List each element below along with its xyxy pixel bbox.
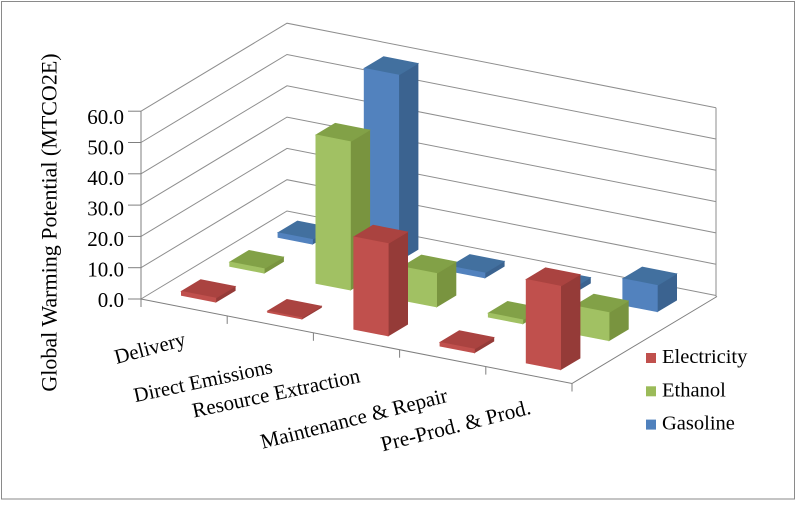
svg-text:10.0: 10.0 (87, 258, 124, 282)
svg-text:50.0: 50.0 (87, 135, 124, 159)
svg-text:Ethanol: Ethanol (662, 379, 726, 401)
svg-text:30.0: 30.0 (87, 197, 124, 221)
svg-text:20.0: 20.0 (87, 227, 124, 251)
svg-text:0.0: 0.0 (98, 288, 124, 312)
svg-text:40.0: 40.0 (87, 166, 124, 190)
svg-text:Gasoline: Gasoline (662, 413, 735, 435)
svg-text:Electricity: Electricity (662, 346, 748, 368)
svg-text:Global Warming Potential (MTCO: Global Warming Potential (MTCO2E) (37, 53, 62, 391)
svg-text:60.0: 60.0 (87, 105, 124, 129)
